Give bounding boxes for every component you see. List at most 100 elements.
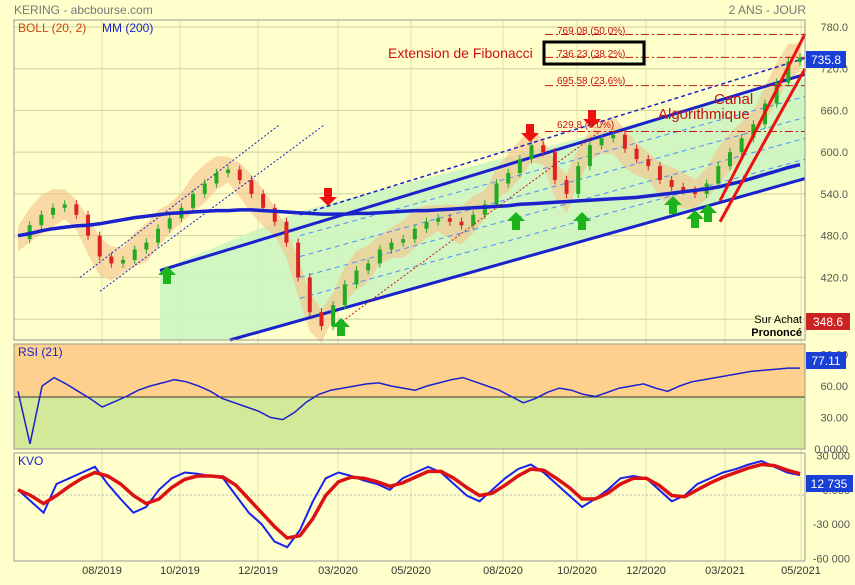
candle-body	[692, 190, 697, 194]
candle-body	[144, 242, 149, 250]
fibonacci-label: Extension de Fibonacci	[388, 45, 533, 61]
last-price-badge	[806, 51, 846, 68]
sell-arrow	[319, 188, 337, 206]
rsi-tick-label: 60.00	[820, 381, 848, 393]
buy-arrow	[332, 318, 350, 336]
candle-body	[97, 235, 102, 257]
candle-body	[389, 242, 394, 250]
candle-body	[739, 138, 744, 153]
candle-body	[354, 270, 359, 285]
candle-body	[576, 166, 581, 194]
candle-body	[284, 221, 289, 243]
kvo-panel-border	[13, 452, 806, 562]
buy-arrow	[699, 204, 717, 222]
candle-body	[471, 214, 476, 226]
candle-body	[191, 193, 196, 208]
buy-arrow	[573, 212, 591, 230]
price-tick-label: 540.0	[820, 189, 848, 201]
candle-body	[307, 277, 312, 313]
low-price-value: 348.6	[813, 315, 843, 329]
candle-body	[62, 204, 67, 208]
candle-body	[541, 145, 546, 153]
candle-body	[261, 193, 266, 208]
rsi-lower-zone	[14, 397, 805, 449]
buy-arrow	[158, 266, 176, 284]
buy-arrow	[507, 212, 525, 230]
candle-body	[587, 145, 592, 167]
candle-body	[202, 183, 207, 194]
price-tick-label: 420.0	[820, 272, 848, 284]
fib-level-0: 629.8 (0.0%)	[557, 120, 614, 131]
candle-body	[529, 145, 534, 160]
candle-body	[377, 249, 382, 264]
candle-body	[611, 134, 616, 139]
candle-body	[622, 134, 627, 149]
channel-inner-dashed	[299, 158, 806, 299]
x-tick-label: 12/2020	[626, 565, 666, 577]
price-tick-label: 480.0	[820, 231, 848, 243]
candle-body	[599, 138, 604, 146]
candle-body	[459, 221, 464, 226]
candle-body	[74, 204, 79, 215]
price-panel-border	[13, 19, 806, 341]
candle-body	[494, 183, 499, 205]
kvo-value-badge	[806, 475, 853, 492]
early-trend-line	[99, 123, 326, 292]
mm200-line	[17, 162, 801, 238]
sur-achat-label: Sur Achat	[754, 314, 802, 326]
chart-title: KERING - abcbourse.com	[14, 3, 153, 17]
canal-label: Canal	[714, 91, 753, 108]
kvo-signal-line	[17, 462, 801, 540]
period-label: 2 ANS - JOUR	[729, 3, 807, 17]
candle-body	[296, 242, 301, 278]
x-tick-label: 05/2021	[781, 565, 821, 577]
candle-body	[226, 169, 231, 174]
candle-body	[669, 180, 674, 187]
candle-body	[132, 249, 137, 260]
rsi-line	[17, 367, 800, 444]
x-tick-label: 03/2020	[318, 565, 358, 577]
mm-indicator-label: MM (200)	[102, 21, 153, 35]
x-tick-label: 05/2020	[391, 565, 431, 577]
candle-body	[482, 204, 487, 215]
rsi-value: 77.11	[811, 354, 840, 368]
candle-body	[156, 228, 161, 243]
rsi-tick-label: 30.00	[820, 413, 848, 425]
candle-body	[51, 207, 56, 215]
candle-body	[214, 173, 219, 184]
signal-arrows	[158, 110, 717, 336]
kvo-value: 12 735	[811, 477, 848, 491]
rsi-label: RSI (21)	[18, 345, 63, 359]
candle-body	[412, 228, 417, 240]
candle-body	[319, 312, 324, 327]
candle-body	[727, 152, 732, 167]
early-trend-line	[79, 123, 281, 278]
candle-body	[716, 166, 721, 184]
low-price-badge	[806, 313, 850, 330]
channel-inner-dashed	[299, 116, 806, 258]
algorithmic-channel	[335, 33, 807, 327]
price-tick-label: 600.0	[820, 147, 848, 159]
candle-body	[167, 218, 172, 229]
kvo-tick-label: -30 000	[813, 519, 850, 531]
candle-body	[121, 260, 126, 264]
rsi-tick-label: 0.0000	[814, 444, 848, 456]
candle-body	[424, 221, 429, 229]
algo-lower-line	[718, 67, 807, 223]
candle-body	[331, 305, 336, 327]
candle-body	[786, 61, 791, 83]
rsi-panel-border	[13, 343, 806, 450]
fib-highlight-box	[542, 40, 646, 66]
fib-level-236: 695.58 (23.6%)	[557, 76, 625, 87]
sell-arrow	[583, 110, 601, 128]
x-axis: 08/2019 10/2019 12/2019 03/2020 05/2020 08/20…	[82, 565, 821, 577]
price-tick-label: 660.0	[820, 105, 848, 117]
candle-body	[798, 57, 802, 62]
rsi-value-badge	[806, 352, 846, 369]
prononce-label: Prononcé	[751, 327, 802, 339]
candle-body	[774, 82, 779, 104]
fib-base-line	[335, 130, 601, 327]
channel-inner-dashed	[299, 137, 806, 278]
